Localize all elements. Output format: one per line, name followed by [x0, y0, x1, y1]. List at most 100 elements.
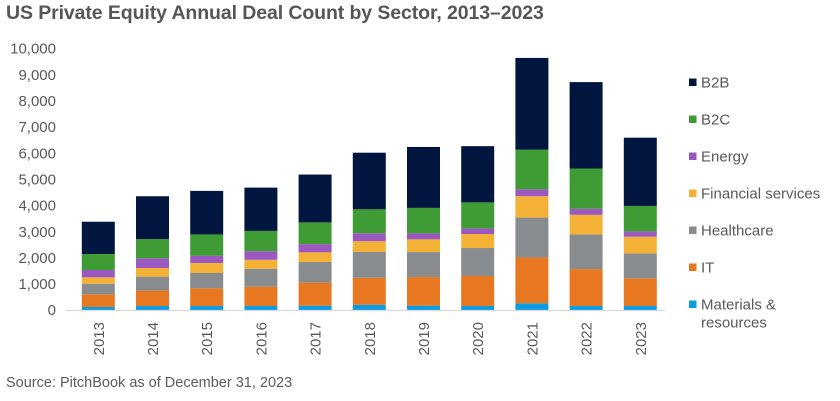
- y-tick-label: 2,000: [18, 250, 56, 267]
- bar-segment-b2c: [461, 202, 495, 229]
- bar-segment-energy: [81, 269, 115, 278]
- x-tick-label: 2013: [91, 322, 108, 355]
- legend-swatch: [689, 152, 697, 160]
- x-tick-label: 2023: [633, 322, 650, 355]
- bar-segment-healthcare: [569, 234, 603, 270]
- bar-segment-financial-services: [136, 268, 169, 277]
- y-tick-label: 7,000: [18, 119, 56, 136]
- legend-item: B2B: [689, 75, 729, 92]
- x-tick-label: 2016: [253, 322, 270, 355]
- bar-stack-2015: [190, 190, 224, 310]
- bar-segment-b2b: [407, 146, 440, 208]
- bar-segment-materials-resources: [461, 305, 495, 310]
- x-tick-label: 2019: [416, 322, 433, 355]
- x-tick-label: 2014: [145, 322, 162, 355]
- bar-segment-b2b: [515, 57, 549, 150]
- source-note: Source: PitchBook as of December 31, 202…: [6, 375, 293, 391]
- bar-segment-b2b: [190, 190, 224, 235]
- bar-segment-materials-resources: [352, 304, 386, 310]
- bar-segment-b2b: [81, 221, 115, 255]
- legend-swatch: [689, 226, 697, 234]
- bar-segment-b2c: [190, 234, 224, 256]
- legend-swatch: [689, 300, 697, 308]
- bar-segment-energy: [190, 255, 224, 264]
- y-axis: 0 1,000 2,000 3,000 4,000 5,000 6,000 7,000 8,00…: [10, 41, 56, 320]
- bar-segment-b2c: [352, 209, 386, 234]
- y-tick-label: 0: [48, 302, 56, 319]
- bar-segment-b2b: [569, 82, 603, 169]
- bar-segment-b2b: [244, 187, 278, 231]
- bar-segment-materials-resources: [407, 305, 440, 310]
- y-tick-label: 5,000: [18, 171, 56, 188]
- bar-segment-it: [407, 277, 440, 306]
- bar-segment-b2b: [298, 174, 332, 223]
- bar-segment-financial-services: [407, 239, 440, 253]
- bar-segment-energy: [623, 231, 657, 237]
- legend-item: Financial services: [689, 186, 820, 203]
- bar-segment-healthcare: [352, 251, 386, 278]
- bar-segment-healthcare: [81, 283, 115, 295]
- bar-segment-energy: [136, 258, 169, 269]
- bar-segment-materials-resources: [190, 305, 224, 310]
- y-tick-label: 8,000: [18, 93, 56, 110]
- x-axis: 2013 2014 2015 2016 2017 2018 2019 2020 2021 2022…: [91, 322, 650, 355]
- bar-segment-financial-services: [81, 277, 115, 284]
- bar-segment-materials-resources: [515, 303, 549, 310]
- bar-stack-2013: [81, 221, 115, 310]
- bar-stack-2022: [569, 82, 603, 310]
- bar-segment-materials-resources: [81, 306, 115, 310]
- bar-segment-b2b: [461, 146, 495, 203]
- x-tick-label: 2021: [524, 322, 541, 355]
- bar-segment-healthcare: [623, 253, 657, 279]
- bar-segment-energy: [352, 233, 386, 242]
- bar-segment-energy: [515, 189, 549, 197]
- legend-swatch: [689, 78, 697, 86]
- legend-label: resources: [701, 315, 767, 332]
- bar-stack-2017: [298, 174, 332, 310]
- bar-segment-b2c: [298, 222, 332, 245]
- x-tick-label: 2020: [470, 322, 487, 355]
- y-tick-label: 4,000: [18, 198, 56, 215]
- bar-segment-materials-resources: [623, 305, 657, 310]
- bar-segment-financial-services: [190, 263, 224, 273]
- bar-segment-b2c: [244, 230, 278, 252]
- bar-segment-it: [623, 278, 657, 306]
- bar-segment-energy: [407, 233, 440, 240]
- bar-segment-financial-services: [244, 259, 278, 269]
- bar-segment-healthcare: [298, 262, 332, 283]
- bar-segment-b2c: [407, 207, 440, 234]
- bar-segment-materials-resources: [244, 305, 278, 310]
- bar-stack-2018: [352, 152, 386, 310]
- bar-segment-b2b: [136, 196, 169, 240]
- bar-stack-2020: [461, 146, 495, 310]
- bar-segment-financial-services: [569, 214, 603, 235]
- bar-segment-materials-resources: [298, 305, 332, 310]
- bar-segment-financial-services: [298, 252, 332, 263]
- bar-segment-healthcare: [515, 217, 549, 258]
- x-tick-label: 2018: [362, 322, 379, 355]
- x-tick-label: 2017: [308, 322, 325, 355]
- x-tick-label: 2015: [199, 322, 216, 355]
- legend-swatch: [689, 263, 697, 271]
- chart-title: US Private Equity Annual Deal Count by S…: [6, 2, 544, 24]
- bar-segment-energy: [569, 208, 603, 215]
- legend-label: B2C: [701, 112, 730, 129]
- bars: [81, 57, 657, 310]
- bar-segment-energy: [461, 228, 495, 235]
- legend-item: Materials &resources: [689, 297, 776, 332]
- bar-segment-materials-resources: [136, 305, 169, 310]
- y-tick-label: 10,000: [10, 41, 56, 58]
- legend-label: Healthcare: [701, 223, 774, 240]
- legend-label: Financial services: [701, 186, 820, 203]
- y-tick-label: 3,000: [18, 224, 56, 241]
- bar-segment-it: [190, 288, 224, 306]
- bar-segment-energy: [298, 244, 332, 253]
- bar-stack-2014: [136, 196, 169, 310]
- bar-stack-2023: [623, 137, 657, 310]
- legend-item: Healthcare: [689, 223, 774, 240]
- bar-segment-it: [81, 294, 115, 307]
- bar-segment-financial-services: [623, 236, 657, 254]
- bar-segment-b2c: [569, 168, 603, 209]
- x-tick-label: 2022: [579, 322, 596, 355]
